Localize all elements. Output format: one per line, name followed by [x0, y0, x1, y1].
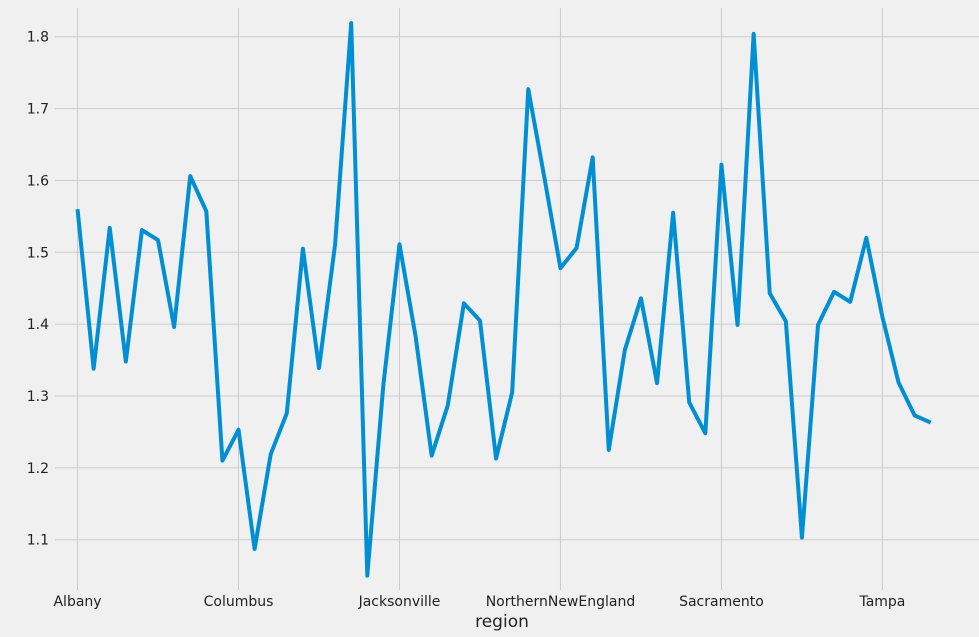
series-layer	[75, 21, 932, 578]
series-line	[75, 21, 932, 578]
x-tick-label: Sacramento	[679, 594, 764, 610]
x-tick-labels: Albany Columbus Jacksonville NorthernNewEng…	[53, 594, 905, 610]
x-tick-label: Albany	[53, 594, 101, 610]
y-tick-label: 1.6	[27, 173, 49, 189]
y-tick-label: 1.5	[27, 245, 49, 261]
y-tick-label: 1.7	[27, 102, 49, 118]
y-tick-label: 1.8	[27, 30, 49, 46]
y-tick-label: 1.2	[27, 461, 49, 477]
x-gridlines	[77, 8, 883, 590]
x-tick-label: Tampa	[858, 594, 905, 610]
x-axis-label: region	[475, 612, 529, 632]
x-tick-label: Columbus	[204, 594, 274, 610]
y-tick-labels: 1.1 1.2 1.3 1.4 1.5 1.6 1.7 1.8	[27, 30, 49, 549]
y-tick-label: 1.3	[27, 389, 49, 405]
y-tick-label: 1.1	[27, 533, 49, 549]
x-tick-label: Jacksonville	[358, 594, 441, 610]
y-tick-label: 1.4	[27, 317, 49, 333]
x-tick-label: NorthernNewEngland	[486, 594, 636, 610]
